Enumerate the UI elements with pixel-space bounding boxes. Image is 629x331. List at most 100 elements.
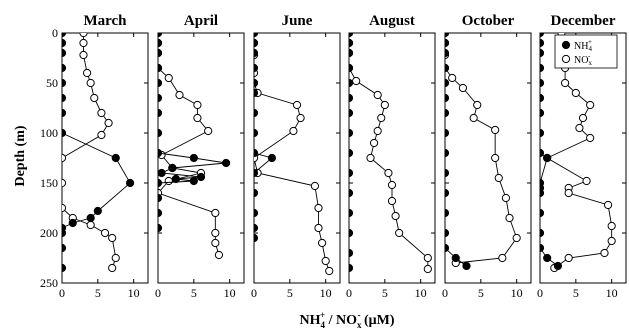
- y-tick-label: 50: [46, 76, 58, 90]
- legend-nox-sub: x: [588, 59, 592, 67]
- panel-title-april: April: [184, 13, 218, 29]
- data-point-nox: [314, 223, 323, 233]
- data-point-nh4: [540, 208, 545, 218]
- panel-october: October 0 5 10: [442, 13, 532, 300]
- data-point-nh4: [540, 148, 545, 158]
- data-point-nh4: [158, 208, 163, 218]
- data-point-nh4: [349, 48, 354, 58]
- data-point-nox: [571, 88, 580, 98]
- panel-april: April 0 5 10: [155, 13, 245, 300]
- data-point-nh4: [540, 48, 545, 58]
- y-tick-label: 200: [40, 226, 58, 240]
- data-point-nh4: [543, 253, 552, 263]
- data-point-nh4: [158, 148, 163, 158]
- data-point-nh4: [254, 233, 259, 243]
- legend: NH4+ NOx-: [554, 34, 618, 69]
- panel-august: August 0 5 10: [346, 13, 436, 300]
- data-point-nh4: [62, 38, 67, 48]
- data-point-nox: [607, 221, 616, 231]
- x-tick-label: 0: [346, 286, 352, 300]
- data-point-nh4: [543, 153, 552, 163]
- data-point-nh4: [158, 193, 163, 203]
- panel-title-october: October: [462, 13, 515, 29]
- y-tick-label: 100: [40, 126, 58, 140]
- data-point-nox: [292, 100, 302, 110]
- data-point-nox: [314, 203, 323, 213]
- data-point-nox: [369, 138, 379, 148]
- y-tick-label: 0: [52, 26, 58, 40]
- data-point-nox: [86, 78, 95, 88]
- x-tick-label: 5: [573, 286, 579, 300]
- panel-title-june: June: [282, 13, 313, 29]
- series-line-nox-june: [254, 33, 330, 272]
- data-point-nox: [97, 130, 106, 140]
- data-point-nh4: [462, 261, 471, 271]
- data-point-nh4: [349, 108, 354, 118]
- legend-nh4-marker: [561, 40, 571, 50]
- series-line-nh4-april: [158, 33, 227, 228]
- panel-frame-april: [157, 32, 245, 284]
- panel-data-june: [254, 33, 334, 276]
- x-tick-label: 5: [95, 286, 101, 300]
- data-point-nox: [560, 78, 570, 88]
- data-point-nox: [211, 228, 220, 238]
- data-point-nox: [366, 153, 375, 163]
- data-point-nh4: [254, 63, 259, 73]
- data-point-nh4: [158, 33, 163, 38]
- data-point-nh4: [445, 63, 450, 73]
- data-point-nh4: [171, 174, 181, 184]
- data-point-nox: [377, 113, 386, 123]
- data-point-nh4: [445, 228, 450, 238]
- data-point-nh4: [254, 148, 259, 158]
- data-point-nox: [512, 233, 521, 243]
- data-point-nox: [296, 113, 305, 123]
- data-point-nh4: [254, 188, 259, 198]
- x-tick-label: 10: [128, 286, 140, 300]
- data-point-nox: [79, 33, 88, 38]
- data-point-nox: [391, 211, 400, 221]
- data-point-nox: [458, 83, 468, 93]
- data-point-nox: [373, 90, 382, 100]
- x-tick-label: 0: [537, 286, 543, 300]
- data-point-nh4: [540, 243, 545, 253]
- data-point-nox: [108, 263, 117, 273]
- data-point-nh4: [445, 148, 450, 158]
- data-point-nox: [501, 193, 511, 203]
- data-point-nh4: [349, 188, 354, 198]
- data-point-nox: [582, 176, 591, 186]
- panel-june: June 0 5 10: [251, 13, 341, 300]
- data-point-nh4: [158, 223, 163, 233]
- data-point-nh4: [221, 158, 231, 168]
- data-point-nox: [586, 100, 595, 110]
- data-point-nh4: [540, 108, 545, 118]
- data-point-nox: [491, 153, 500, 163]
- data-point-nh4: [158, 128, 163, 138]
- series-line-nox-august: [349, 33, 429, 269]
- data-point-nh4: [349, 93, 354, 103]
- data-point-nh4: [62, 78, 67, 88]
- data-point-nh4: [267, 153, 277, 163]
- panel-title-august: August: [369, 13, 415, 29]
- data-point-nh4: [62, 243, 67, 253]
- data-point-nox: [491, 125, 500, 135]
- data-point-nox: [108, 233, 117, 243]
- x-label-part-no: / NO: [325, 313, 357, 328]
- data-point-nh4: [62, 228, 67, 238]
- data-point-nox: [325, 266, 334, 276]
- data-point-nh4: [349, 63, 354, 73]
- data-point-nh4: [62, 33, 67, 38]
- series-line-nh4-march: [62, 33, 131, 268]
- data-point-nh4: [254, 78, 259, 88]
- data-point-nox: [505, 213, 514, 223]
- data-point-nh4: [254, 108, 259, 118]
- data-point-nh4: [254, 168, 259, 178]
- data-point-nh4: [62, 128, 67, 138]
- data-point-nh4: [445, 108, 450, 118]
- x-tick-label: 5: [191, 286, 197, 300]
- data-point-nh4: [158, 108, 163, 118]
- data-point-nh4: [254, 38, 259, 48]
- panel-title-december: December: [551, 13, 616, 29]
- data-point-nox: [387, 196, 397, 206]
